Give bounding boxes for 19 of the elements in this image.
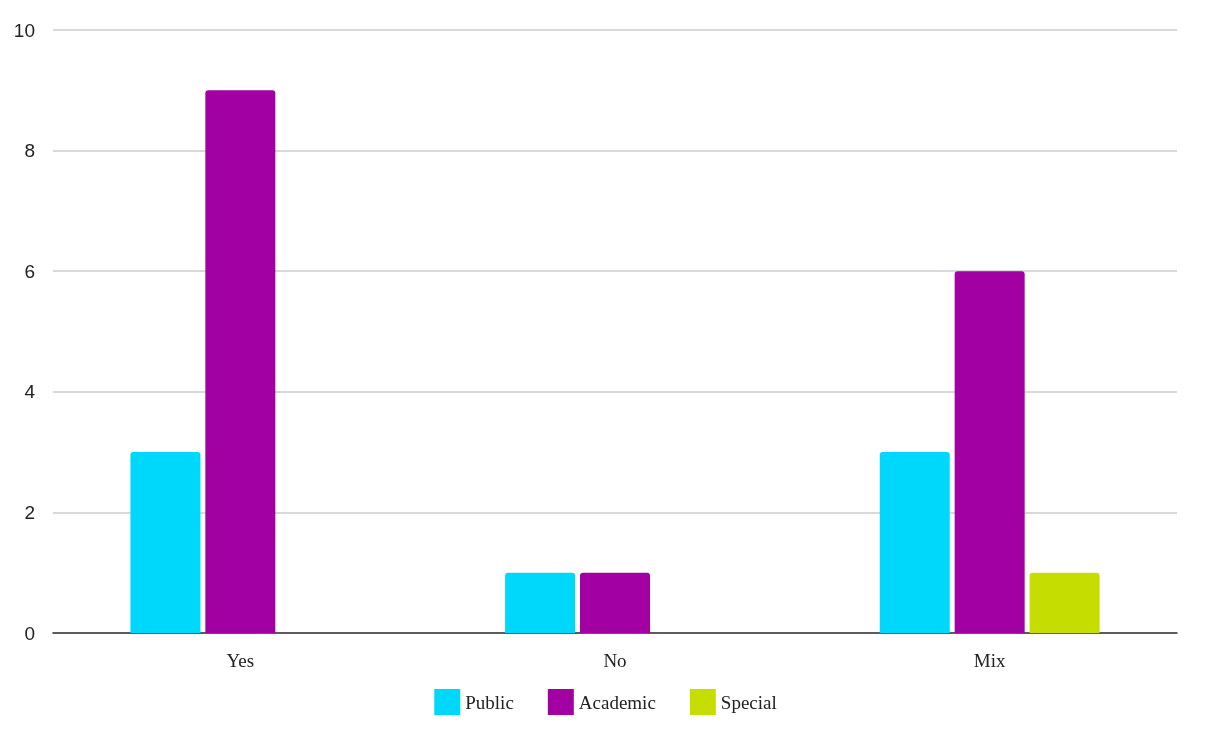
bar <box>954 271 1025 633</box>
bar <box>580 572 650 633</box>
bar <box>130 452 201 633</box>
y-tick-label: 2 <box>24 501 35 523</box>
x-tick-label: Mix <box>973 650 1006 671</box>
y-tick-label: 10 <box>13 19 35 41</box>
legend-label: Public <box>465 691 514 713</box>
y-tick-label: 6 <box>24 260 35 282</box>
y-tick-label: 0 <box>24 622 35 644</box>
bar <box>1029 572 1100 633</box>
y-tick-label: 4 <box>24 381 36 403</box>
bar <box>505 572 576 633</box>
legend-label: Academic <box>578 691 656 713</box>
bar <box>205 90 276 633</box>
bar <box>879 452 950 633</box>
y-tick-label: 8 <box>24 140 35 162</box>
legend-label: Special <box>720 691 777 713</box>
x-tick-label: No <box>603 650 627 671</box>
x-tick-label: Yes <box>226 650 255 671</box>
